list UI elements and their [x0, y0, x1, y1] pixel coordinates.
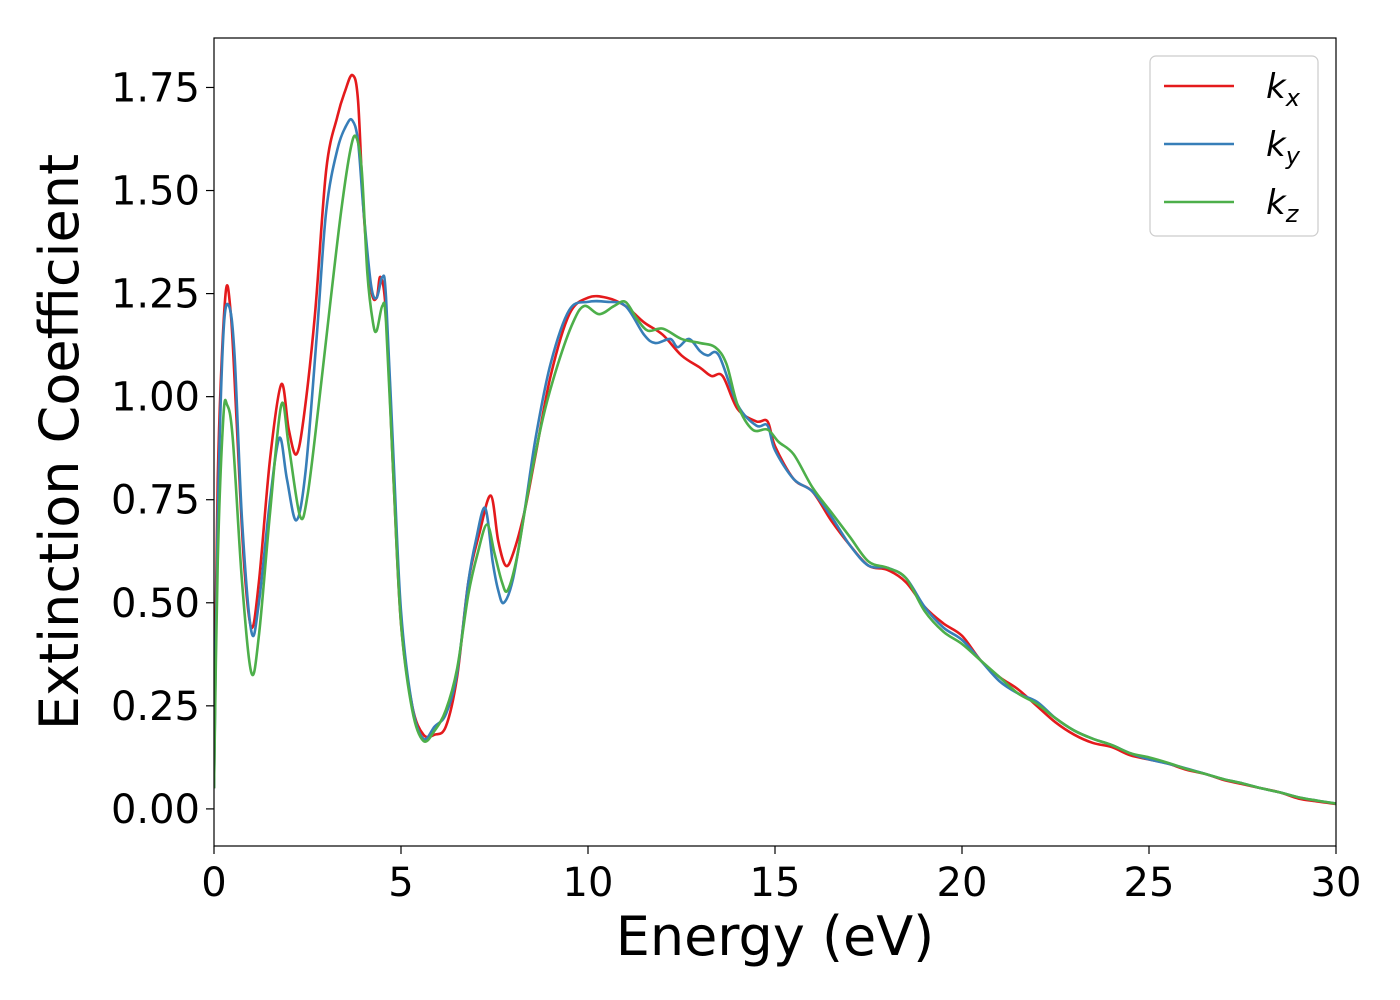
y-axis: 0.00 0.25 0.50 0.75 1.00 1.25 1.50 1.75 [111, 65, 214, 833]
y-tick-label: 1.50 [111, 169, 200, 215]
x-tick-label: 15 [750, 860, 801, 906]
x-axis: 0 5 10 15 20 25 30 [201, 846, 1361, 906]
y-axis-title: Extinction Coefficient [28, 154, 91, 730]
x-tick-label: 0 [201, 860, 226, 906]
legend-box [1149, 55, 1319, 237]
x-tick-label: 25 [1124, 860, 1175, 906]
legend-label-z: kz [1266, 183, 1300, 228]
x-tick-label: 5 [388, 860, 413, 906]
series-line-z [214, 134, 1336, 805]
y-tick-label: 1.25 [111, 272, 200, 318]
series-line-x [214, 73, 1336, 806]
y-tick-label: 1.00 [111, 375, 200, 421]
legend-label-y: ky [1266, 125, 1301, 170]
y-tick-label: 0.75 [111, 478, 200, 524]
x-tick-label: 30 [1311, 860, 1362, 906]
y-tick-label: 0.50 [111, 581, 200, 627]
x-tick-label: 10 [563, 860, 614, 906]
y-tick-label: 0.25 [111, 684, 200, 730]
y-tick-label: 0.00 [111, 787, 200, 833]
y-tick-label: 1.75 [111, 65, 200, 111]
legend: kx ky kz [1149, 55, 1319, 237]
series-layer [214, 73, 1336, 806]
x-tick-label: 20 [937, 860, 988, 906]
legend-label-x: kx [1266, 67, 1301, 112]
x-axis-title: Energy (eV) [616, 905, 935, 968]
